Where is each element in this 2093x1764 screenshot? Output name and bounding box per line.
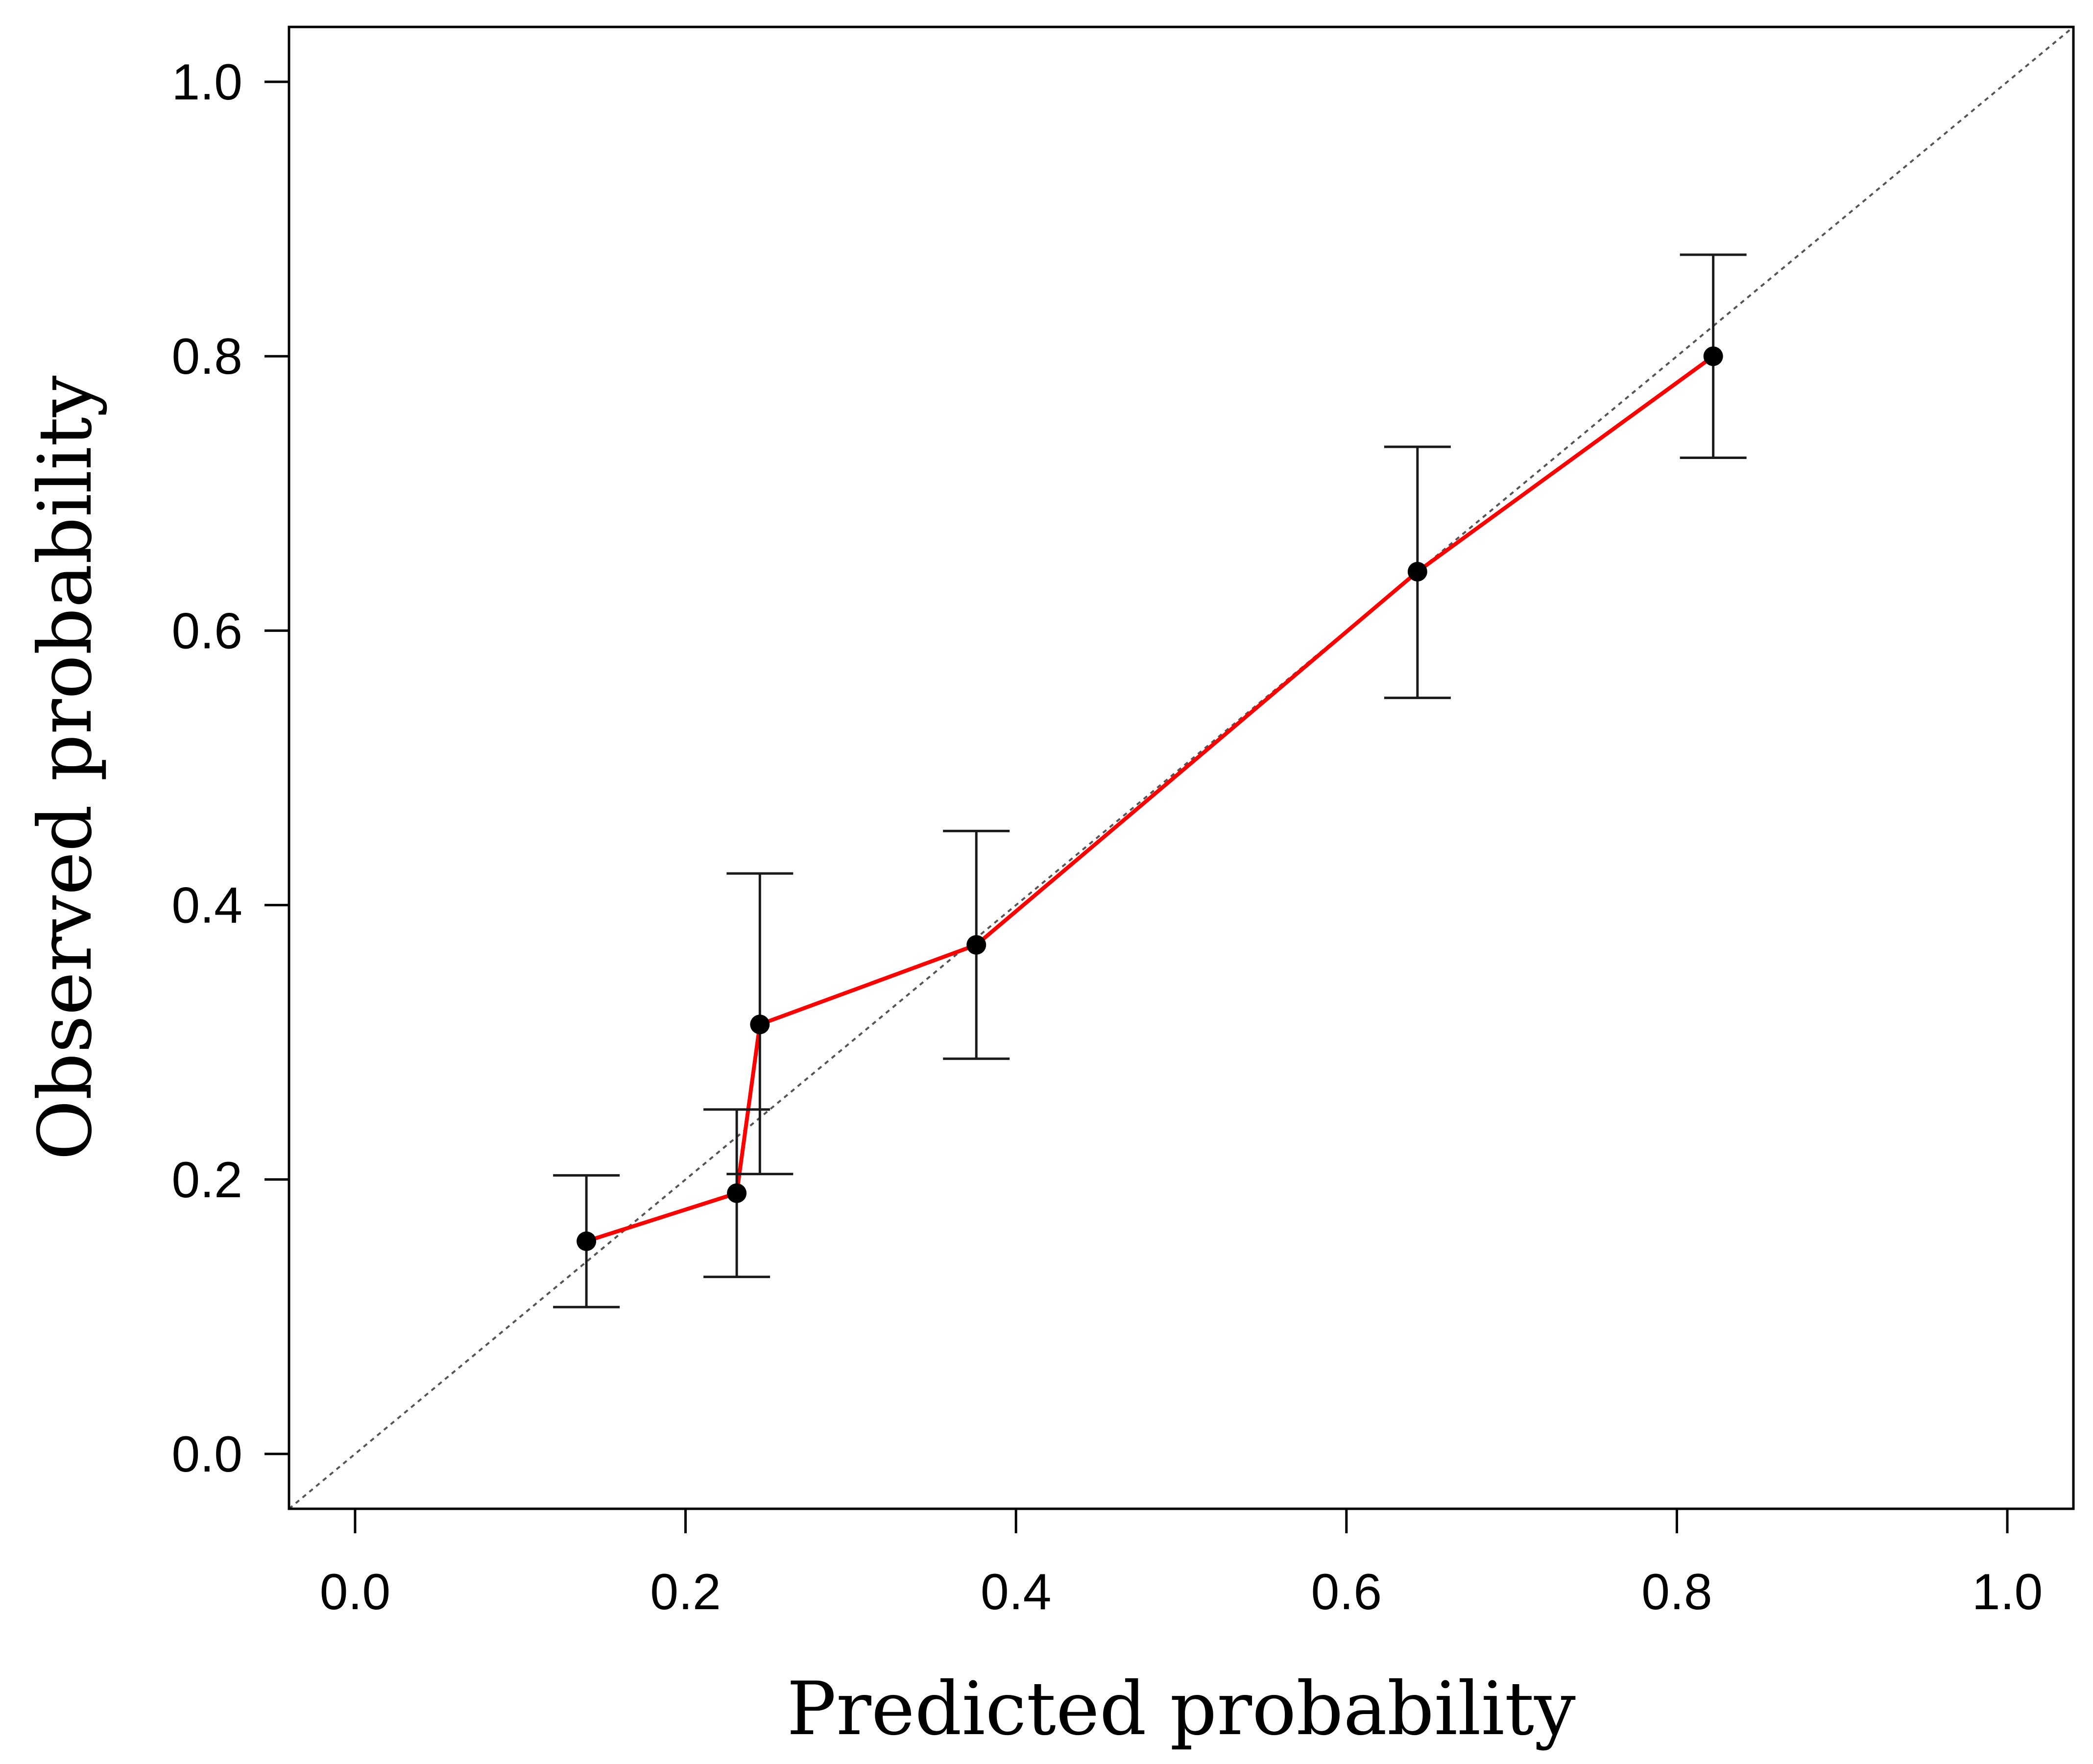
data-point-4 [966, 935, 986, 955]
y-tick-label: 0.0 [171, 1426, 242, 1483]
y-axis: 0.0 0.2 0.4 0.6 0.8 1.0 [171, 54, 289, 1483]
reference-diagonal-line [289, 27, 2073, 1509]
y-axis-title: Observed probability [23, 375, 108, 1160]
data-point-3 [750, 1015, 770, 1034]
y-tick-label: 0.8 [171, 328, 242, 385]
error-bar-layer [553, 255, 1746, 1307]
x-tick-label: 0.0 [320, 1564, 391, 1620]
y-tick-label: 0.4 [171, 877, 242, 934]
data-point-5 [1408, 562, 1427, 581]
x-tick-label: 0.4 [981, 1564, 1052, 1620]
data-point-2 [727, 1184, 746, 1203]
x-tick-label: 1.0 [1972, 1564, 2043, 1620]
x-tick-label: 0.8 [1641, 1564, 1712, 1620]
y-tick-label: 0.6 [171, 603, 242, 659]
calibration-chart: 0.0 0.2 0.4 0.6 0.8 1.0 0.0 0.2 0.4 0.6 0.8 1.0 Pr… [0, 0, 2093, 1764]
y-tick-label: 1.0 [171, 54, 242, 111]
x-axis: 0.0 0.2 0.4 0.6 0.8 1.0 [320, 1509, 2043, 1620]
data-point-6 [1704, 346, 1723, 366]
x-tick-label: 0.6 [1311, 1564, 1382, 1620]
reference-line-layer [289, 27, 2073, 1509]
data-point-1 [577, 1232, 596, 1251]
x-tick-label: 0.2 [650, 1564, 721, 1620]
x-axis-title: Predicted probability [787, 1667, 1576, 1752]
y-tick-label: 0.2 [171, 1152, 242, 1208]
